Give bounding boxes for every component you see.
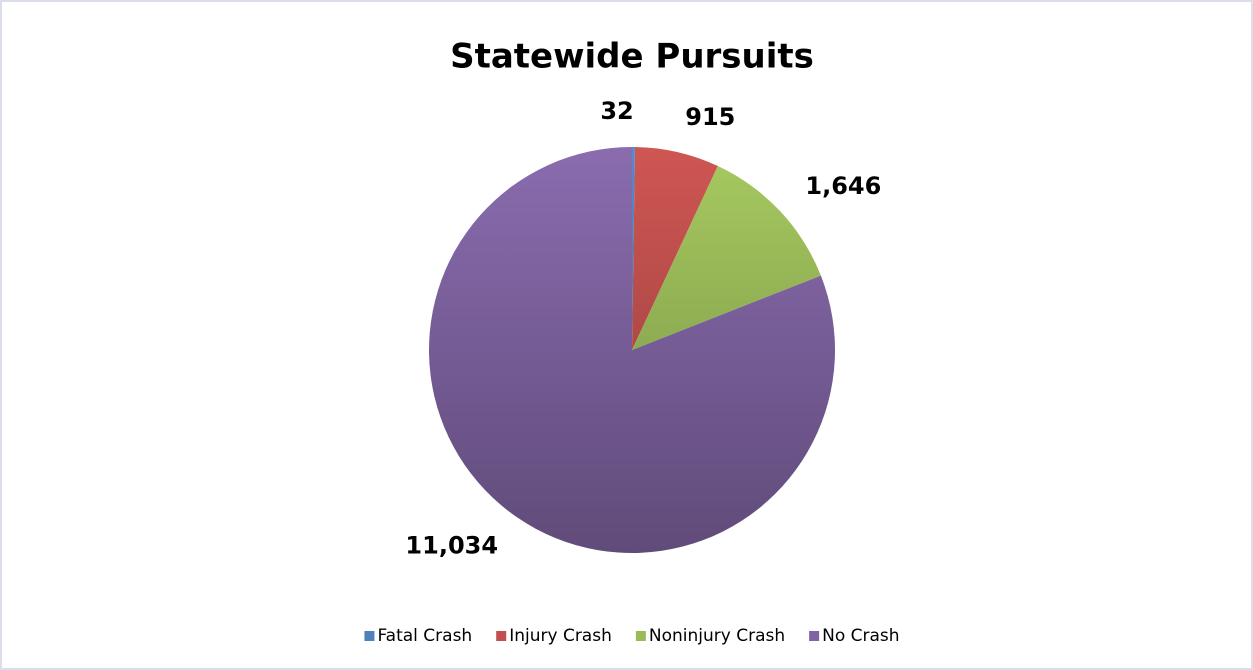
data-label: 11,034 [405,532,498,560]
chart-title: Statewide Pursuits [450,37,814,77]
data-label: 32 [600,97,633,125]
data-label: 1,646 [805,172,881,200]
legend-item: Noninjury Crash [635,626,785,646]
pie-slice [632,166,821,350]
legend-label: Fatal Crash [377,626,472,646]
legend-label: Injury Crash [509,626,612,646]
pie-slice [428,147,835,553]
data-label: 915 [685,103,735,131]
pie-slice [632,147,635,350]
legend-swatch [809,631,820,641]
legend-swatch [496,631,507,641]
legend-label: No Crash [822,626,899,646]
legend-item: Fatal Crash [364,626,472,646]
legend-label: Noninjury Crash [649,626,785,646]
legend-swatch [364,631,375,641]
legend-swatch [635,631,646,641]
legend-item: Injury Crash [496,626,612,646]
legend-item: No Crash [809,626,900,646]
pie-slice [632,147,718,350]
